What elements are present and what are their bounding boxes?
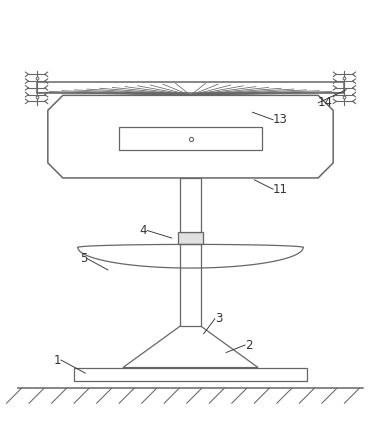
Text: 4: 4 — [140, 224, 147, 237]
Text: 1: 1 — [53, 354, 61, 367]
Text: 11: 11 — [273, 183, 288, 196]
Text: 5: 5 — [80, 252, 87, 265]
Bar — [178, 232, 203, 244]
Polygon shape — [48, 95, 333, 178]
Text: 3: 3 — [215, 312, 222, 325]
Text: 14: 14 — [318, 96, 333, 109]
Bar — [74, 368, 307, 381]
Text: 2: 2 — [245, 339, 253, 351]
Bar — [37, 82, 344, 94]
Polygon shape — [123, 326, 258, 368]
Bar — [180, 244, 201, 326]
Text: 13: 13 — [273, 113, 288, 126]
Bar — [119, 127, 262, 150]
Bar — [180, 178, 201, 232]
